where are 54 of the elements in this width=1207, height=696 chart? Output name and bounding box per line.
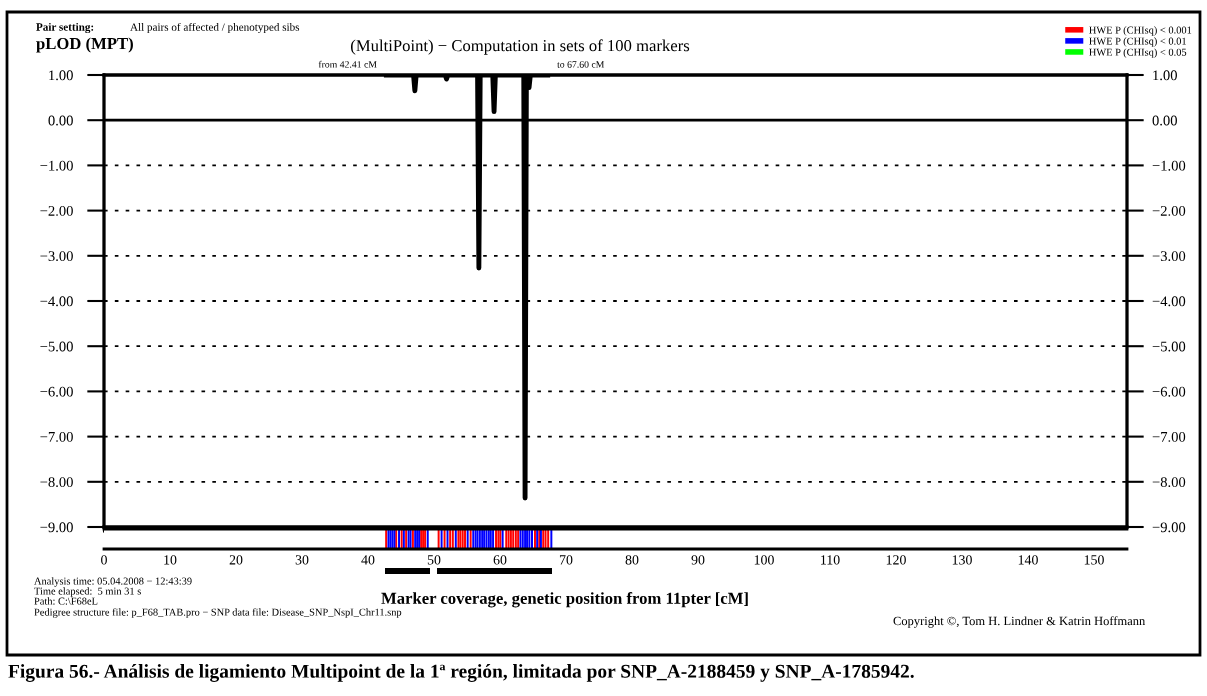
- y2-tick-label: −8.00: [1152, 477, 1186, 488]
- y-tick-label: −9.00: [40, 522, 73, 533]
- x-tick-label: 90: [691, 555, 705, 565]
- annotation: from 42.41 cM: [318, 60, 377, 68]
- annotation: to 67.60 cM: [557, 61, 605, 68]
- y2-tick-label: 0.00: [1152, 115, 1177, 126]
- x-tick-label: 150: [1084, 555, 1104, 565]
- x-tick-label: 80: [625, 555, 639, 565]
- x-tick-label: 10: [164, 555, 177, 565]
- y-tick-label: −4.00: [40, 296, 73, 307]
- x-tick-label: 30: [295, 555, 309, 565]
- y-tick-label: −7.00: [40, 431, 73, 442]
- text: Time elapsed: 5 min 31 s: [34, 587, 141, 597]
- text: Figura 56.- Análisis de ligamiento Multipoint de la 1ª región, limitada por SNP_A-2188459 y SNP_A-1785942.: [8, 664, 914, 682]
- y-tick-label: 1.00: [49, 70, 73, 81]
- x-tick-label: 70: [559, 555, 573, 565]
- y-axis-title: pLOD (MPT): [36, 37, 133, 53]
- y-tick-label: −6.00: [40, 386, 73, 397]
- text: Copyright ©, Tom H. Lindner & Katrin Hoffmann: [893, 616, 1146, 628]
- x-tick-label: 110: [821, 555, 840, 565]
- x-tick-label: 0: [101, 555, 107, 565]
- y2-tick-label: −5.00: [1152, 341, 1186, 352]
- x-tick-label: 120: [886, 555, 906, 565]
- chart-title: (MultiPoint) − Computation in sets of 100 markers: [351, 39, 690, 55]
- y2-tick-label: −1.00: [1152, 160, 1186, 171]
- y2-tick-label: 1.00: [1153, 70, 1177, 81]
- y2-tick-label: −9.00: [1152, 522, 1186, 533]
- text: Analysis time: 05.04.2008 − 12:43:39: [34, 577, 192, 587]
- y2-tick-label: −6.00: [1152, 386, 1186, 397]
- y2-tick-label: −7.00: [1152, 431, 1186, 442]
- y2-tick-label: −4.00: [1152, 296, 1186, 307]
- x-tick-label: 140: [1018, 555, 1038, 565]
- legend-label: HWE P (CHIsq) < 0.05: [1089, 48, 1187, 58]
- text: Pair setting:: [36, 22, 94, 34]
- y-tick-label: −1.00: [40, 160, 73, 171]
- y-tick-label: −3.00: [40, 251, 73, 262]
- text: Path: C:\F68eL: [34, 597, 98, 605]
- x-axis-title: Marker coverage, genetic position from 11pter [cM]: [381, 592, 748, 608]
- legend-label: HWE P (CHIsq) < 0.01: [1089, 37, 1186, 47]
- x-tick-label: 40: [361, 555, 375, 565]
- x-tick-label: 60: [493, 555, 507, 565]
- x-tick-label: 50: [427, 555, 441, 565]
- y2-tick-label: −2.00: [1152, 205, 1186, 216]
- y-tick-label: −2.00: [40, 205, 73, 216]
- y2-tick-label: −3.00: [1152, 251, 1186, 262]
- text: Pedigree structure file: p_F68_TAB.pro − SNP data file: Disease_SNP_NspI_Chr11.snp: [34, 608, 402, 618]
- y-tick-label: −5.00: [40, 341, 73, 352]
- y-tick-label: −8.00: [40, 477, 73, 488]
- x-tick-label: 100: [754, 555, 774, 565]
- legend-label: HWE P (CHIsq) < 0.001: [1089, 26, 1192, 36]
- x-tick-label: 130: [952, 555, 972, 565]
- y-tick-label: 0.00: [48, 115, 73, 126]
- x-tick-label: 20: [229, 555, 243, 565]
- text: All pairs of affected / phenotyped sibs: [130, 22, 300, 34]
